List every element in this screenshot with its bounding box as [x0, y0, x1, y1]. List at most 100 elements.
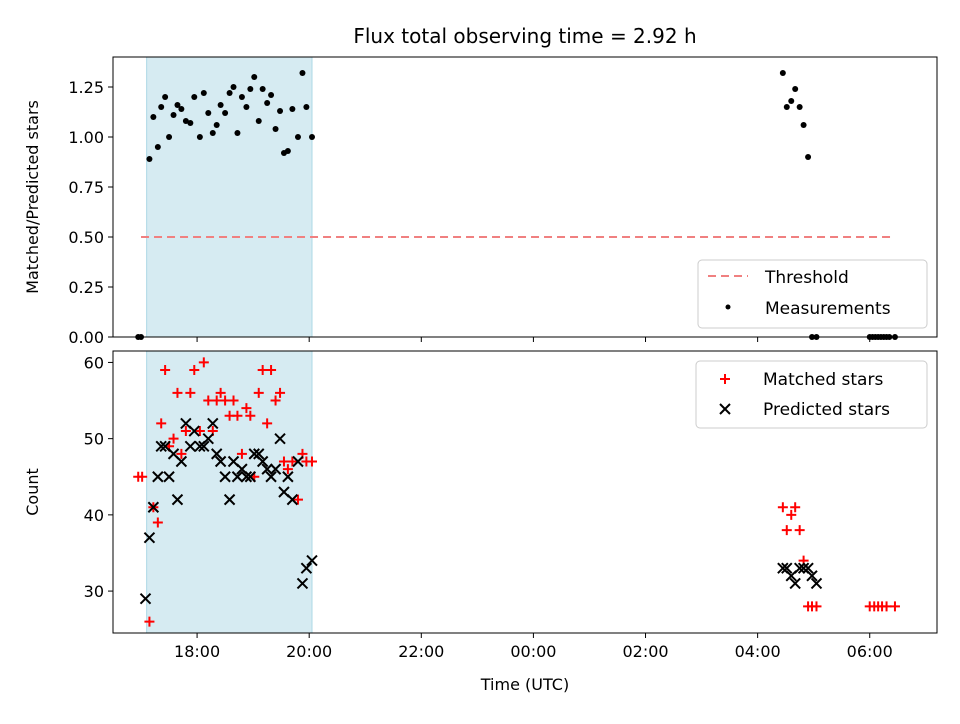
panel2-ylabel: Count	[23, 468, 42, 516]
panel2-predicted-point	[789, 577, 801, 590]
panel2-predicted-point	[300, 562, 313, 574]
panel1-point	[234, 130, 241, 136]
panel1-point	[187, 120, 194, 126]
panel2-matched-point	[266, 365, 277, 376]
panel2-matched-point	[811, 601, 822, 612]
panel2-predicted-point	[175, 455, 188, 468]
panel2-frame	[112, 350, 938, 634]
panel1-point	[805, 154, 812, 160]
panel2-matched-point	[180, 426, 191, 437]
panel2-predicted-point	[214, 455, 227, 468]
panel1-point	[800, 122, 807, 128]
panel1-point	[294, 134, 301, 140]
panel2-predicted-point	[147, 501, 160, 513]
panel2-predicted-point	[240, 471, 253, 483]
panel2-matched-point	[232, 410, 243, 421]
panel2-matched-point	[257, 365, 268, 376]
panel2-matched-point	[278, 456, 289, 467]
legend-bottom-box	[695, 360, 928, 429]
panel2-predicted-point	[269, 463, 282, 475]
panel2-predicted-point	[139, 592, 152, 605]
legend-threshold-label: Threshold	[764, 268, 849, 288]
panel1-point	[788, 98, 795, 104]
panel2-matched-point	[287, 456, 298, 467]
panel2-matched-point	[270, 395, 281, 406]
panel1-point	[299, 70, 306, 76]
panel2-predicted-point	[223, 493, 236, 506]
panel1-point	[243, 104, 250, 110]
panel2-matched-point	[215, 387, 226, 398]
panel2-matched-point	[189, 365, 200, 376]
panel2-predicted-point	[202, 432, 215, 445]
panel1-point	[178, 106, 185, 112]
x-axis-label: Time (UTC)	[480, 675, 569, 694]
panel2-predicted-point	[261, 463, 273, 475]
panel2-matched-point	[228, 395, 239, 406]
panel1-point	[264, 100, 271, 106]
panel2-matched-point	[306, 456, 317, 467]
panel2-predicted-point	[188, 425, 200, 437]
panel2-matched-point	[794, 525, 805, 536]
panel1-point	[191, 94, 198, 100]
panel2-predicted-point	[282, 471, 294, 483]
panel2-matched-point	[144, 616, 155, 627]
panel1-point	[222, 110, 229, 116]
panel2-predicted-point	[210, 448, 223, 460]
panel2-matched-point	[137, 471, 148, 482]
panel2-matched-point	[168, 433, 179, 444]
panel2-matched-point	[786, 509, 797, 520]
panel2-predicted-point	[219, 471, 231, 483]
panel2-predicted-point	[296, 577, 309, 590]
panel2-predicted-point	[806, 570, 818, 582]
panel2-ytick-label: 50	[84, 430, 104, 449]
panel2-predicted-point	[155, 440, 167, 452]
panel2-predicted-point	[244, 471, 257, 483]
panel2-shaded-span	[146, 350, 313, 634]
panel1-point	[303, 104, 310, 110]
panel1-point	[158, 104, 165, 110]
panel1-point	[213, 122, 220, 128]
panel1-point	[205, 110, 212, 116]
panel2-xtick-label: 06:00	[847, 642, 893, 661]
panel2-matched-point	[236, 448, 247, 459]
panel1-point	[150, 114, 157, 120]
panel1-ytick-label: 0.50	[68, 228, 104, 247]
panel1-ylabel: Matched/Predicted stars	[23, 100, 42, 294]
panel1-plot-area	[135, 70, 898, 340]
panel1-point	[268, 92, 275, 98]
panel1-shaded-span	[146, 56, 313, 338]
panel2-matched-point	[160, 365, 171, 376]
panel1-point	[174, 102, 181, 108]
panel1-point	[796, 104, 803, 110]
panel2-predicted-point	[207, 417, 219, 430]
panel2-ytick-label: 40	[84, 506, 104, 525]
panel1-ytick-label: 0.75	[68, 178, 104, 197]
panel1-point	[166, 134, 173, 140]
legend-measurements-swatch	[725, 304, 731, 310]
panel1-point	[196, 134, 203, 140]
panel1-point	[170, 112, 177, 118]
panel2-predicted-point	[781, 562, 793, 574]
panel1-point	[200, 90, 207, 96]
panel1-point	[277, 108, 284, 114]
panel1-point	[792, 86, 799, 92]
panel2-plot-area	[133, 357, 900, 627]
panel2-matched-point	[211, 395, 222, 406]
chart-title: Flux total observing time = 2.92 h	[353, 24, 696, 48]
panel1-point	[217, 102, 224, 108]
panel2-predicted-point	[231, 471, 244, 483]
legend-measurements-label: Measurements	[765, 299, 891, 319]
panel1-point	[154, 144, 161, 150]
panel2-xtick-label: 18:00	[174, 642, 220, 661]
panel1-point	[162, 94, 169, 100]
panel2-predicted-point	[292, 455, 304, 468]
panel2-matched-point	[241, 403, 252, 414]
panel2-matched-point	[176, 448, 187, 459]
panel1-ytick-label: 1.25	[68, 78, 104, 97]
panel2-predicted-point	[286, 493, 299, 506]
legend-predicted-label: Predicted stars	[763, 400, 890, 420]
panel1-point	[272, 126, 279, 132]
panel1-point	[238, 94, 245, 100]
panel1-point	[255, 118, 262, 124]
panel2-matched-point	[292, 494, 303, 505]
